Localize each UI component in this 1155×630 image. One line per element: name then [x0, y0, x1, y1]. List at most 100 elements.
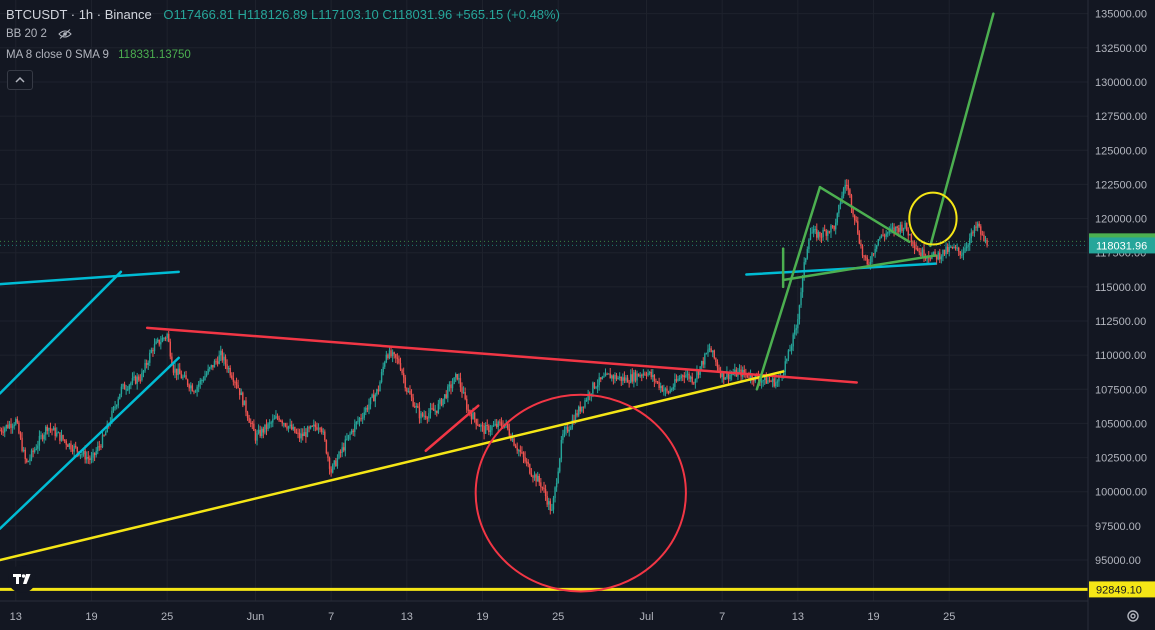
- candle: [723, 372, 725, 385]
- candle: [265, 419, 268, 436]
- candle-body: [618, 376, 621, 378]
- candle-body: [816, 229, 818, 238]
- candle: [227, 365, 230, 374]
- candle: [644, 371, 646, 376]
- candle: [155, 338, 157, 345]
- candle: [313, 419, 315, 431]
- candle: [876, 244, 878, 252]
- candle-body: [234, 381, 236, 383]
- candle-body: [402, 373, 405, 378]
- candle: [677, 375, 679, 382]
- candle-body: [417, 405, 419, 408]
- candle: [186, 378, 189, 388]
- bb-indicator[interactable]: BB 20 2: [6, 24, 560, 45]
- candle: [62, 434, 64, 442]
- candle-body: [461, 387, 463, 394]
- symbol-title[interactable]: BTCUSDT · 1h · Binance: [6, 7, 152, 22]
- time-tick-label: 25: [161, 611, 173, 623]
- candle-body: [209, 367, 211, 369]
- candle-body: [883, 235, 886, 237]
- candle: [680, 373, 682, 382]
- candle: [418, 402, 421, 424]
- candle-body: [680, 375, 682, 379]
- candle-body: [100, 446, 102, 448]
- candle: [762, 379, 764, 387]
- candle-body: [0, 430, 1, 432]
- green-triangle-lower: [781, 254, 937, 282]
- candle: [425, 411, 427, 420]
- candle-body: [361, 417, 364, 419]
- candle: [414, 402, 416, 409]
- candle-body: [376, 389, 378, 395]
- candle: [98, 440, 101, 451]
- ma-indicator[interactable]: MA 8 close 0 SMA 9 118331.13750: [6, 45, 560, 66]
- candle-body: [246, 412, 249, 418]
- candle-body: [41, 435, 44, 440]
- candle-body: [32, 450, 34, 453]
- candle-body: [358, 418, 361, 422]
- candle-body: [467, 409, 470, 411]
- candle: [311, 425, 313, 427]
- candle-body: [478, 425, 481, 427]
- candle: [847, 179, 850, 196]
- price-tick-label: 122500.00: [1095, 179, 1147, 191]
- candle: [138, 374, 140, 382]
- candle: [420, 410, 422, 424]
- cyan-channel-lower: [0, 356, 180, 530]
- candle: [371, 393, 373, 399]
- price-label: 92849.10: [1089, 581, 1155, 598]
- candle-body: [60, 434, 63, 441]
- candle-body: [694, 379, 697, 383]
- hidden-eye-icon[interactable]: [58, 29, 72, 39]
- candle: [551, 503, 553, 512]
- candle: [319, 427, 321, 433]
- candle: [29, 454, 31, 466]
- candle-body: [456, 374, 458, 380]
- candle-body: [691, 376, 693, 383]
- gear-icon[interactable]: [1125, 608, 1141, 624]
- candle: [377, 385, 380, 395]
- candle: [694, 378, 697, 389]
- candle: [194, 389, 197, 393]
- candle: [896, 225, 898, 234]
- candle-body: [153, 343, 156, 352]
- candle: [585, 397, 588, 402]
- candle: [689, 375, 692, 383]
- candle-body: [447, 386, 449, 398]
- collapse-legend-button[interactable]: [7, 70, 33, 90]
- candle-body: [431, 408, 433, 410]
- candle: [480, 423, 482, 432]
- candle: [149, 349, 151, 367]
- candle: [133, 371, 135, 381]
- candle-body: [874, 248, 876, 254]
- candle-body: [406, 388, 408, 392]
- candle: [442, 398, 444, 408]
- candle-body: [581, 406, 583, 412]
- candle: [499, 419, 501, 426]
- candle: [450, 380, 452, 395]
- candle: [295, 428, 298, 434]
- candle-body: [570, 427, 572, 430]
- candle-body: [264, 424, 266, 433]
- candle: [136, 372, 138, 390]
- candle: [440, 398, 443, 407]
- candle: [169, 338, 171, 360]
- candle: [33, 446, 36, 454]
- candle-body: [770, 381, 772, 383]
- candle-body: [339, 451, 342, 453]
- candle-body: [428, 413, 430, 419]
- candle-body: [521, 452, 523, 454]
- candle: [431, 403, 433, 411]
- candle-body: [718, 367, 720, 371]
- candle: [611, 374, 613, 382]
- tradingview-logo[interactable]: [8, 565, 36, 593]
- candle-body: [958, 247, 960, 252]
- price-tick-label: 115000.00: [1095, 282, 1146, 294]
- candle-body: [794, 329, 796, 335]
- candle: [715, 357, 717, 366]
- candle-body: [969, 238, 971, 245]
- candle: [283, 422, 285, 428]
- candle: [674, 373, 676, 391]
- candle: [819, 231, 821, 241]
